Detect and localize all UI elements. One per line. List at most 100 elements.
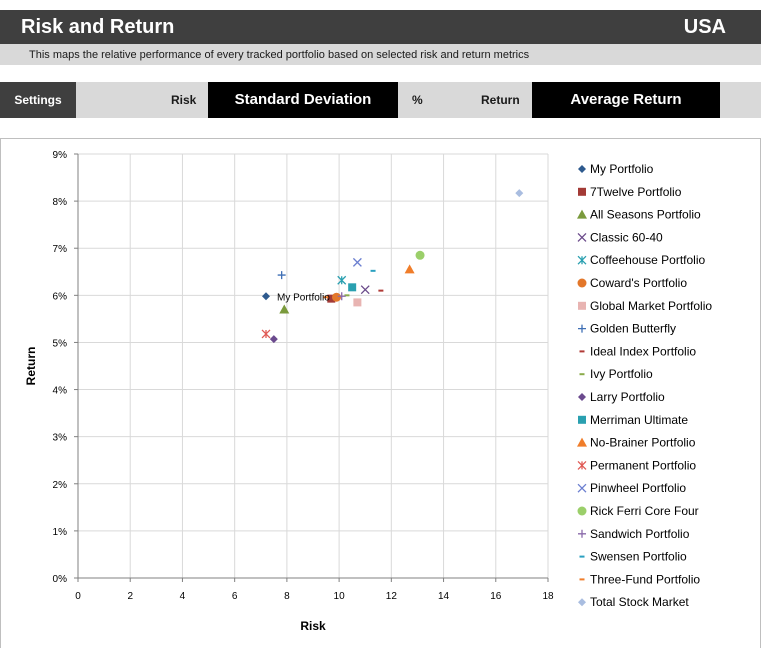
point-classic-60-40 — [360, 285, 370, 295]
legend-label: Ideal Index Portfolio — [590, 344, 696, 358]
legend-label: Permanent Portfolio — [590, 458, 696, 472]
legend-label: Merriman Ultimate — [590, 413, 688, 427]
legend-item: Larry Portfolio — [578, 390, 665, 404]
x-tick-label: 0 — [75, 591, 81, 602]
chart-container: 0% 1% 2% 3% 4% 5% 6% 7% 8% 9% 0 2 4 6 8 10 12 14 16 18 My … — [0, 138, 761, 648]
legend-label: Larry Portfolio — [590, 390, 665, 404]
subtitle-bar: This maps the relative performance of ev… — [0, 44, 761, 65]
legend-item: Three-Fund Portfolio — [579, 572, 700, 586]
legend-marker — [578, 324, 586, 333]
x-axis-label: Risk — [300, 619, 326, 633]
y-tick-label: 2% — [53, 480, 68, 491]
point-larry-portfolio — [269, 335, 278, 344]
legend-marker — [577, 506, 587, 516]
legend-item: My Portfolio — [578, 162, 654, 176]
x-tick-label: 10 — [334, 591, 346, 602]
legend-item: Merriman Ultimate — [578, 413, 688, 427]
legend-marker — [577, 232, 587, 242]
x-tick-label: 18 — [542, 591, 554, 602]
legend-marker — [578, 393, 586, 401]
legend-label: My Portfolio — [590, 162, 654, 176]
legend-label: No-Brainer Portfolio — [590, 436, 696, 450]
x-tick-label: 8 — [284, 591, 290, 602]
legend-item: Golden Butterfly — [578, 322, 676, 336]
y-tick-label: 0% — [53, 574, 68, 585]
legend: My Portfolio 7Twelve Portfolio All Seasons… — [577, 162, 712, 609]
point-coward-s-portfolio — [332, 292, 341, 302]
legend-marker — [578, 187, 586, 196]
y-tick-label: 8% — [53, 197, 68, 208]
settings-button[interactable]: Settings — [0, 82, 76, 118]
axes — [74, 153, 549, 582]
legend-item: Ideal Index Portfolio — [579, 344, 696, 358]
point-pinwheel-portfolio — [352, 257, 362, 267]
y-tick-label: 5% — [53, 338, 68, 349]
legend-item: No-Brainer Portfolio — [577, 436, 696, 450]
point-coffeehouse-portfolio — [337, 275, 347, 285]
x-tick-labels: 0 2 4 6 8 10 12 14 16 18 — [75, 591, 554, 602]
legend-item: Coffeehouse Portfolio — [577, 253, 706, 267]
x-tick-label: 4 — [180, 591, 186, 602]
legend-item: Total Stock Market — [578, 595, 689, 609]
legend-label: Total Stock Market — [590, 595, 689, 609]
x-tick-label: 12 — [386, 591, 398, 602]
legend-label: Pinwheel Portfolio — [590, 481, 686, 495]
legend-label: Rick Ferri Core Four — [590, 504, 699, 518]
scatter-chart: 0% 1% 2% 3% 4% 5% 6% 7% 8% 9% 0 2 4 6 8 10 12 14 16 18 My … — [24, 150, 712, 633]
legend-label: Classic 60-40 — [590, 230, 663, 244]
unit-label: % — [412, 93, 423, 107]
legend-label: Swensen Portfolio — [590, 550, 687, 564]
legend-item: Global Market Portfolio — [578, 299, 712, 313]
legend-marker — [578, 301, 586, 310]
country-label: USA — [683, 16, 726, 38]
legend-marker — [577, 437, 587, 447]
point-permanent-portfolio — [261, 329, 271, 339]
point-no-brainer-portfolio — [404, 264, 415, 274]
page-title: Risk and Return — [21, 16, 175, 38]
y-tick-label: 9% — [53, 150, 68, 161]
risk-metric-select[interactable]: Standard Deviation — [208, 82, 398, 118]
legend-label: Golden Butterfly — [590, 322, 676, 336]
legend-marker — [578, 598, 586, 607]
legend-marker — [577, 460, 587, 470]
point-global-market-portfolio — [353, 298, 362, 307]
point-total-stock-market — [515, 189, 524, 198]
legend-item: Pinwheel Portfolio — [577, 481, 686, 495]
y-tick-label: 7% — [53, 244, 68, 255]
data-points — [261, 189, 524, 344]
point-my-portfolio — [262, 292, 270, 301]
y-tick-labels: 0% 1% 2% 3% 4% 5% 6% 7% 8% 9% — [53, 150, 68, 585]
legend-item: All Seasons Portfolio — [577, 208, 701, 222]
y-tick-label: 3% — [53, 433, 68, 444]
y-axis-label: Return — [24, 347, 38, 386]
return-label: Return — [481, 93, 520, 107]
legend-marker — [577, 255, 587, 265]
return-metric-select[interactable]: Average Return — [532, 82, 720, 118]
page-subtitle: This maps the relative performance of ev… — [29, 49, 530, 61]
legend-item: 7Twelve Portfolio — [578, 185, 682, 199]
legend-label: All Seasons Portfolio — [590, 208, 701, 222]
legend-label: Coffeehouse Portfolio — [590, 253, 706, 267]
point-all-seasons-portfolio — [279, 304, 290, 314]
legend-marker — [578, 415, 586, 424]
legend-item: Classic 60-40 — [577, 230, 663, 244]
x-tick-label: 2 — [127, 591, 133, 602]
title-bar: Risk and Return USA — [0, 10, 761, 44]
x-tick-label: 16 — [490, 591, 502, 602]
point-sandwich-portfolio — [337, 292, 346, 301]
point-annotation: My Portfolio — [277, 292, 330, 303]
grid-lines — [78, 153, 549, 578]
legend-item: Ivy Portfolio — [579, 367, 653, 381]
point-merriman-ultimate — [348, 283, 357, 292]
y-tick-label: 6% — [53, 291, 68, 302]
risk-label: Risk — [171, 93, 197, 107]
x-tick-label: 6 — [232, 591, 238, 602]
settings-bar: Settings Risk Standard Deviation % Retur… — [0, 82, 761, 118]
legend-item: Permanent Portfolio — [577, 458, 696, 472]
x-tick-label: 14 — [438, 591, 450, 602]
legend-marker — [577, 209, 587, 219]
legend-label: Coward's Portfolio — [590, 276, 687, 290]
legend-label: Ivy Portfolio — [590, 367, 653, 381]
legend-label: Sandwich Portfolio — [590, 527, 690, 541]
legend-label: Global Market Portfolio — [590, 299, 712, 313]
